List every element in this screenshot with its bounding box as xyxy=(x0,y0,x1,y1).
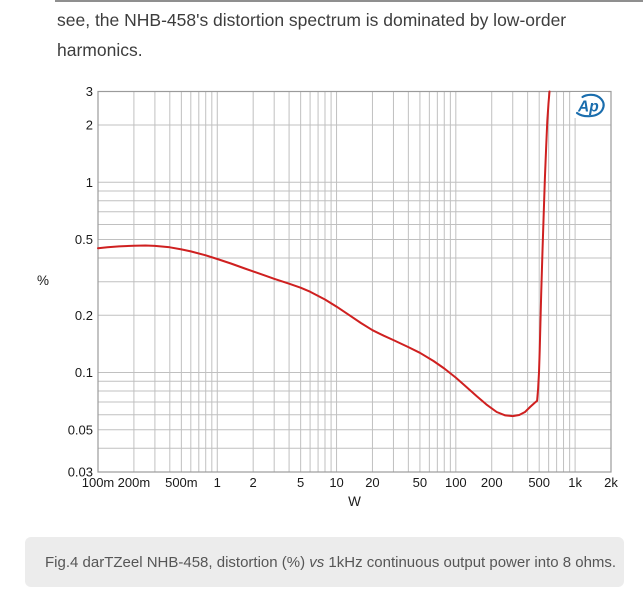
svg-text:100: 100 xyxy=(445,475,467,490)
svg-text:0.05: 0.05 xyxy=(68,422,93,437)
svg-text:0.5: 0.5 xyxy=(75,232,93,247)
svg-text:0.03: 0.03 xyxy=(68,465,93,480)
svg-text:1k: 1k xyxy=(568,475,582,490)
svg-text:3: 3 xyxy=(86,84,93,99)
svg-text:50: 50 xyxy=(413,475,427,490)
ap-logo-text: Ap xyxy=(577,99,599,116)
figure-caption: Fig.4 darTZeel NHB-458, distortion (%) v… xyxy=(25,537,624,587)
caption-vs: vs xyxy=(309,553,325,571)
svg-text:200m: 200m xyxy=(118,475,151,490)
svg-text:%: % xyxy=(37,273,49,288)
svg-text:2k: 2k xyxy=(604,475,618,490)
svg-text:0.1: 0.1 xyxy=(75,365,93,380)
top-divider xyxy=(55,0,643,2)
svg-text:100m: 100m xyxy=(82,475,115,490)
svg-text:2: 2 xyxy=(250,475,257,490)
svg-text:5: 5 xyxy=(297,475,304,490)
svg-text:0.2: 0.2 xyxy=(75,308,93,323)
caption-suffix: 1kHz continuous output power into 8 ohms… xyxy=(324,553,617,571)
caption-prefix: Fig.4 darTZeel NHB-458, distortion (%) xyxy=(45,553,310,571)
svg-text:1: 1 xyxy=(86,175,93,190)
svg-text:W: W xyxy=(348,494,361,509)
article-paragraph: see, the NHB-458's distortion spectrum i… xyxy=(57,5,627,65)
svg-text:20: 20 xyxy=(365,475,379,490)
svg-text:1: 1 xyxy=(214,475,221,490)
svg-text:500m: 500m xyxy=(165,475,198,490)
svg-text:200: 200 xyxy=(481,475,503,490)
audio-precision-logo-icon: Ap xyxy=(571,92,608,118)
svg-text:500: 500 xyxy=(528,475,550,490)
body-text-line: see, the NHB-458's distortion spectrum i… xyxy=(57,10,567,30)
body-text-line: harmonics. xyxy=(57,40,143,60)
svg-text:2: 2 xyxy=(86,118,93,133)
svg-text:10: 10 xyxy=(329,475,343,490)
distortion-chart: 3 2 1 0.5 0.2 0.1 0.05 0.03 100m 200m 500m 1 2 5 10 20 5… xyxy=(37,84,618,509)
